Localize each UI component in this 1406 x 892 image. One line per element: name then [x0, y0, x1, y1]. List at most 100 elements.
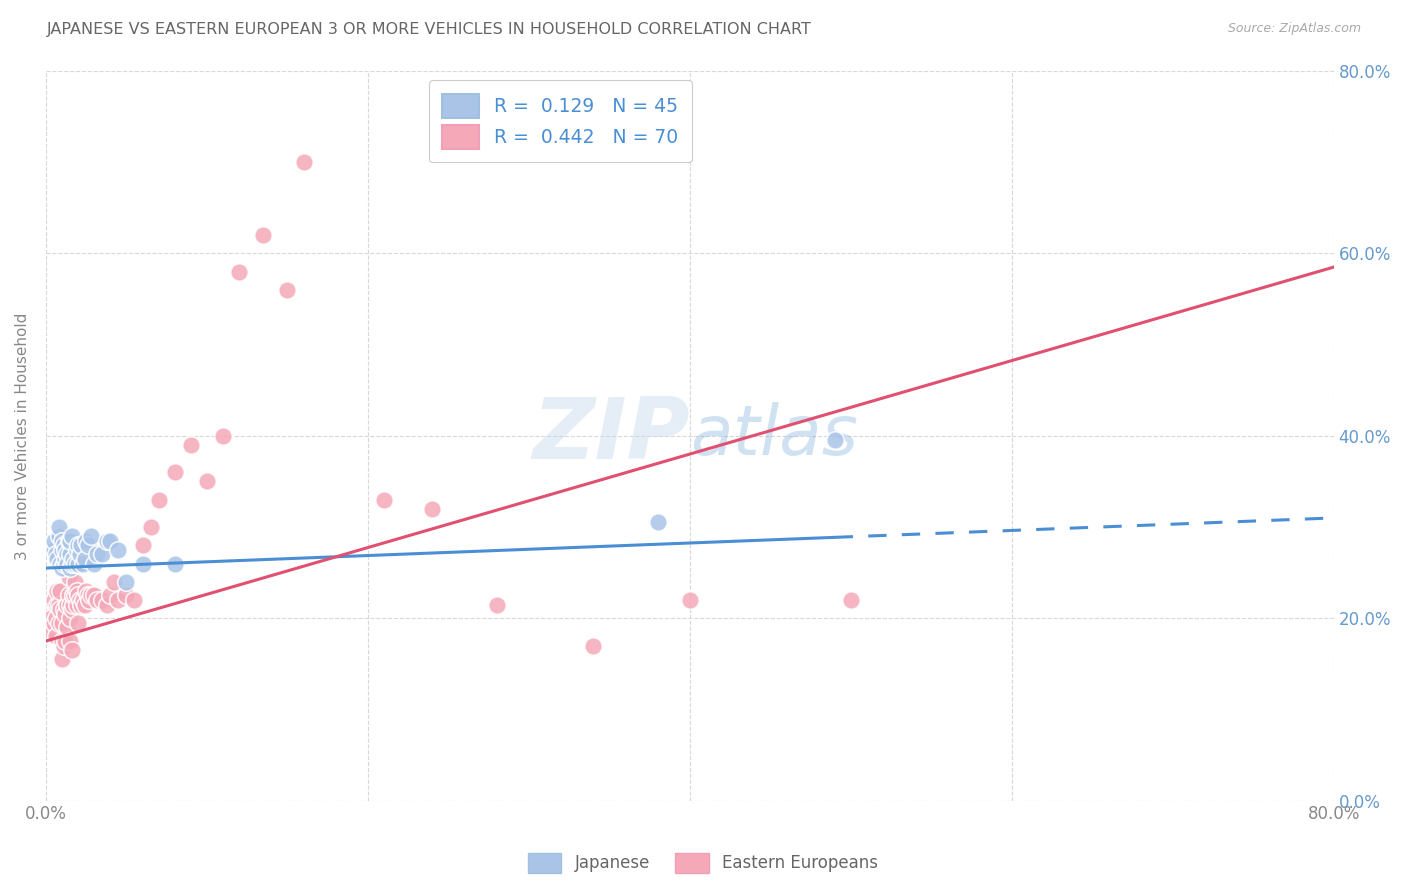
Point — [107, 593, 129, 607]
Point — [53, 634, 76, 648]
Point — [163, 557, 186, 571]
Point — [48, 529, 70, 543]
Point — [67, 589, 90, 603]
Point — [42, 542, 65, 557]
Point — [292, 155, 315, 169]
Point — [582, 639, 605, 653]
Point — [53, 542, 76, 557]
Point — [131, 557, 153, 571]
Point — [276, 283, 298, 297]
Point — [67, 557, 90, 571]
Point — [53, 552, 76, 566]
Point — [45, 630, 67, 644]
Point — [824, 434, 846, 448]
Point — [42, 593, 65, 607]
Point — [62, 598, 84, 612]
Point — [679, 593, 702, 607]
Point — [91, 548, 114, 562]
Point — [485, 598, 508, 612]
Point — [45, 548, 67, 562]
Legend: Japanese, Eastern Europeans: Japanese, Eastern Europeans — [522, 847, 884, 880]
Point — [73, 552, 96, 566]
Point — [80, 589, 103, 603]
Point — [48, 615, 70, 630]
Point — [51, 533, 73, 548]
Point — [62, 552, 84, 566]
Point — [56, 548, 79, 562]
Point — [51, 652, 73, 666]
Point — [96, 533, 118, 548]
Point — [46, 552, 69, 566]
Point — [52, 538, 75, 552]
Point — [75, 583, 97, 598]
Point — [420, 501, 443, 516]
Point — [212, 429, 235, 443]
Legend: R =  0.129   N = 45, R =  0.442   N = 70: R = 0.129 N = 45, R = 0.442 N = 70 — [429, 80, 692, 162]
Point — [180, 438, 202, 452]
Point — [73, 598, 96, 612]
Point — [79, 593, 101, 607]
Point — [46, 583, 69, 598]
Point — [67, 615, 90, 630]
Point — [83, 557, 105, 571]
Point — [91, 593, 114, 607]
Point — [60, 643, 83, 657]
Point — [59, 634, 82, 648]
Point — [56, 557, 79, 571]
Point — [51, 634, 73, 648]
Point — [86, 593, 108, 607]
Point — [67, 538, 90, 552]
Point — [59, 561, 82, 575]
Point — [65, 542, 87, 557]
Point — [63, 589, 86, 603]
Point — [51, 542, 73, 557]
Point — [56, 598, 79, 612]
Point — [45, 611, 67, 625]
Point — [70, 598, 93, 612]
Point — [228, 265, 250, 279]
Point — [63, 574, 86, 589]
Point — [58, 570, 80, 584]
Point — [59, 548, 82, 562]
Point — [62, 589, 84, 603]
Point — [80, 529, 103, 543]
Point — [373, 492, 395, 507]
Point — [59, 533, 82, 548]
Point — [124, 593, 146, 607]
Point — [107, 542, 129, 557]
Point — [42, 615, 65, 630]
Point — [839, 593, 862, 607]
Point — [98, 589, 121, 603]
Point — [98, 533, 121, 548]
Point — [148, 492, 170, 507]
Point — [139, 520, 162, 534]
Point — [69, 548, 91, 562]
Point — [60, 557, 83, 571]
Point — [75, 533, 97, 548]
Point — [53, 607, 76, 621]
Point — [86, 548, 108, 562]
Point — [52, 602, 75, 616]
Point — [65, 598, 87, 612]
Point — [103, 574, 125, 589]
Point — [48, 520, 70, 534]
Point — [83, 589, 105, 603]
Point — [76, 538, 98, 552]
Point — [42, 533, 65, 548]
Point — [56, 620, 79, 634]
Point — [41, 624, 63, 639]
Point — [70, 538, 93, 552]
Point — [52, 639, 75, 653]
Point — [76, 589, 98, 603]
Point — [252, 228, 274, 243]
Point — [52, 557, 75, 571]
Point — [51, 615, 73, 630]
Point — [58, 533, 80, 548]
Point — [46, 598, 69, 612]
Point — [60, 602, 83, 616]
Point — [65, 583, 87, 598]
Point — [49, 583, 72, 598]
Point — [647, 516, 669, 530]
Point — [49, 557, 72, 571]
Point — [59, 598, 82, 612]
